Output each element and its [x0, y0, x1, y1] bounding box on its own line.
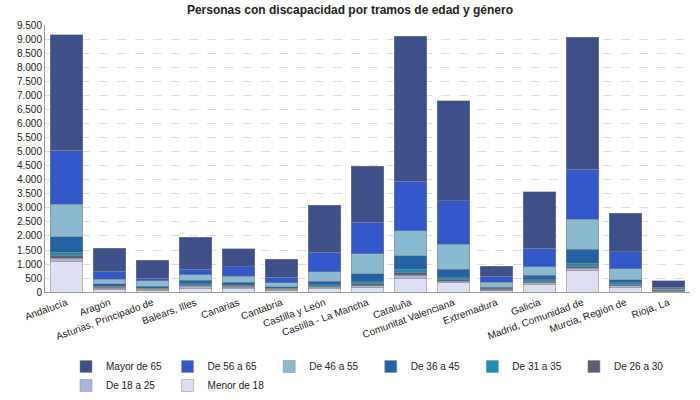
svg-text:4.000: 4.000 [17, 174, 42, 185]
svg-text:6.500: 6.500 [17, 104, 42, 115]
svg-text:Personas con discapacidad por: Personas con discapacidad por tramos de … [187, 3, 513, 17]
svg-text:De 18 a 25: De 18 a 25 [106, 380, 155, 391]
svg-text:De 26 a 30: De 26 a 30 [614, 361, 663, 372]
svg-text:De 36 a 45: De 36 a 45 [411, 361, 460, 372]
svg-text:Madrid, Comunidad de: Madrid, Comunidad de [486, 296, 585, 341]
svg-text:Canarias: Canarias [200, 296, 241, 320]
svg-text:500: 500 [25, 273, 42, 284]
svg-text:3.000: 3.000 [17, 202, 42, 213]
svg-text:Mayor de 65: Mayor de 65 [106, 361, 162, 372]
svg-text:0: 0 [36, 287, 42, 298]
svg-text:Castilla y León: Castilla y León [261, 296, 326, 329]
svg-text:Asturias, Principado de: Asturias, Principado de [54, 296, 155, 342]
svg-text:9.000: 9.000 [17, 34, 42, 45]
svg-text:6.000: 6.000 [17, 118, 42, 129]
svg-text:Extremadura: Extremadura [441, 296, 499, 326]
svg-text:Cataluña: Cataluña [372, 296, 414, 320]
svg-text:8.500: 8.500 [17, 48, 42, 59]
svg-text:4.500: 4.500 [17, 160, 42, 171]
svg-text:De 46 a 55: De 46 a 55 [309, 361, 358, 372]
svg-text:Cantabria: Cantabria [239, 296, 284, 321]
svg-text:Balears, Illes: Balears, Illes [140, 296, 198, 326]
svg-text:Castilla - La Mancha: Castilla - La Mancha [280, 296, 370, 338]
svg-text:3.500: 3.500 [17, 188, 42, 199]
svg-text:2.500: 2.500 [17, 216, 42, 227]
svg-text:1.000: 1.000 [17, 259, 42, 270]
svg-text:Galicia: Galicia [509, 296, 542, 317]
svg-text:De 31 a 35: De 31 a 35 [512, 361, 561, 372]
svg-text:Comunitat Valenciana: Comunitat Valenciana [361, 296, 456, 340]
svg-text:5.500: 5.500 [17, 132, 42, 143]
svg-text:De 56 a 65: De 56 a 65 [208, 361, 257, 372]
svg-text:5.000: 5.000 [17, 146, 42, 157]
svg-text:1.500: 1.500 [17, 245, 42, 256]
svg-text:Murcia, Región de: Murcia, Región de [548, 296, 628, 334]
svg-text:7.000: 7.000 [17, 90, 42, 101]
svg-text:2.000: 2.000 [17, 230, 42, 241]
svg-text:8.000: 8.000 [17, 62, 42, 73]
svg-text:Rioja, La: Rioja, La [630, 296, 671, 320]
svg-text:Aragón: Aragón [78, 296, 112, 317]
svg-text:Andalucía: Andalucía [23, 296, 69, 322]
svg-text:7.500: 7.500 [17, 76, 42, 87]
svg-text:Menor de 18: Menor de 18 [208, 380, 265, 391]
svg-text:9.500: 9.500 [17, 20, 42, 31]
